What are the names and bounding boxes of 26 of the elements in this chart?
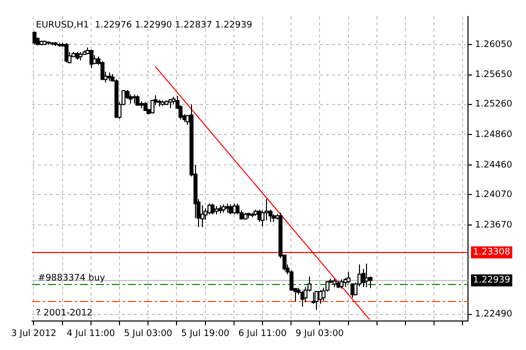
y-tick-label: 1.25650 [475, 70, 512, 80]
annotation: ? 2001-2012 [36, 308, 93, 319]
y-tick-label: 1.26050 [475, 40, 512, 50]
y-tick-label: 1.24460 [475, 160, 512, 170]
ref-line-label: #9883374 buy [38, 273, 106, 284]
y-tick-label: 1.24070 [475, 190, 512, 200]
y-tick-label: 1.25260 [475, 100, 512, 110]
ref-line-label: 1.22939 [473, 276, 510, 286]
x-tick-label: 5 Jul 03:00 [124, 328, 172, 339]
y-tick-label: 1.22490 [475, 310, 512, 320]
y-tick-label: 1.23670 [475, 220, 512, 230]
x-tick-label: 4 Jul 11:00 [66, 328, 116, 339]
x-tick-label: 9 Jul 03:00 [296, 328, 344, 339]
x-tick-label: 3 Jul 2012 [11, 328, 56, 339]
candlestick [136, 94, 140, 106]
text: EURUSD,H1 1.22976 1.22990 1.22837 1.22939 [36, 20, 252, 31]
candlestick [128, 94, 132, 104]
x-tick-label: 5 Jul 19:00 [181, 328, 230, 339]
candlestick [210, 203, 214, 215]
ref-line-label: 1.23308 [473, 248, 510, 258]
candlestick [228, 204, 232, 215]
candlestick [64, 42, 68, 64]
candlestick [100, 60, 104, 81]
y-tick-label: 1.24860 [475, 130, 512, 140]
candlestick [90, 49, 94, 68]
x-tick-label: 6 Jul 11:00 [238, 328, 287, 339]
